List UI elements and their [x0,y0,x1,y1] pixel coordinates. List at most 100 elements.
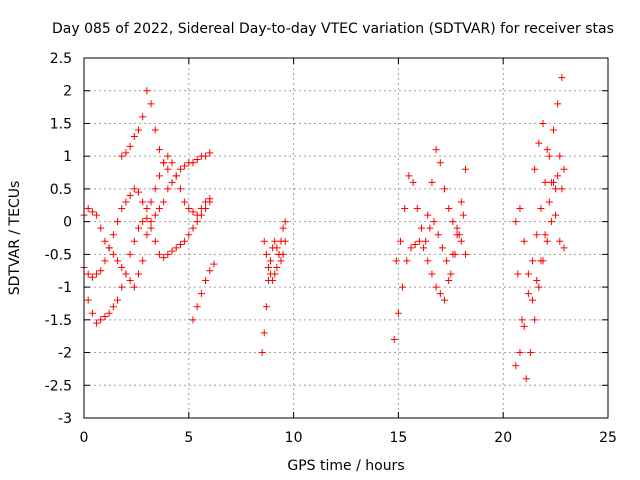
data-point [535,139,543,147]
data-point [260,329,268,337]
data-point [197,290,205,298]
data-point [139,113,147,121]
data-point [441,185,449,193]
data-point [155,250,163,258]
data-point [93,211,101,219]
data-point [541,178,549,186]
data-point [109,303,117,311]
data-point [279,224,287,232]
data-point [428,270,436,278]
data-point [262,303,270,311]
data-point [189,224,197,232]
data-point [114,296,122,304]
series-arc-c [84,198,214,327]
data-point [176,185,184,193]
data-point [118,205,126,213]
data-point [273,244,281,252]
data-point [151,237,159,245]
y-tick-label: 0.5 [50,182,72,198]
data-point [403,257,411,265]
data-point [535,283,543,291]
data-point [443,257,451,265]
data-point [445,205,453,213]
data-point [189,208,197,216]
data-point [164,250,172,258]
data-point [453,224,461,232]
data-point [422,237,430,245]
data-point [405,172,413,180]
x-tick-label: 20 [494,430,512,446]
data-point [122,198,130,206]
data-point [109,250,117,258]
data-point [181,162,189,170]
data-point [520,322,528,330]
data-point [392,257,400,265]
data-point [139,198,147,206]
data-point [390,335,398,343]
data-point [461,250,469,258]
data-point [97,316,105,324]
data-point [126,250,134,258]
data-point [126,277,134,285]
data-point [193,303,201,311]
data-point [432,283,440,291]
data-point [512,218,520,226]
y-tick-label: -0.5 [45,247,72,263]
data-point [264,263,272,271]
data-point [160,254,168,262]
data-point [202,205,210,213]
data-point [168,247,176,255]
data-point [409,178,417,186]
data-point [189,316,197,324]
data-point [155,205,163,213]
data-point [260,237,268,245]
y-axis-title: SDTVAR / TECUs [7,181,23,296]
data-point [147,100,155,108]
data-point [197,211,205,219]
data-point [394,309,402,317]
data-point [271,237,279,245]
data-point [130,133,138,141]
data-point [537,205,545,213]
data-point [88,273,96,281]
data-point [518,316,526,324]
data-point [407,244,415,252]
data-point [558,74,566,82]
data-point [547,178,555,186]
data-point [101,313,109,321]
data-point [269,277,277,285]
data-point [189,159,197,167]
data-point [560,244,568,252]
data-point [185,231,193,239]
data-point [258,349,266,357]
data-point [271,270,279,278]
data-point [164,165,172,173]
data-point [281,218,289,226]
x-tick-label: 5 [184,430,193,446]
data-point [531,316,539,324]
data-point [447,270,455,278]
data-point [105,309,113,317]
data-point [277,237,285,245]
data-point [164,185,172,193]
data-point [424,211,432,219]
data-point [168,178,176,186]
data-point [126,142,134,150]
y-tick-label: 2 [63,84,72,100]
data-point [97,224,105,232]
series-arc-n [531,119,568,252]
data-point [277,257,285,265]
data-point [451,250,459,258]
series-arc-d [118,87,172,173]
data-point [539,119,547,127]
data-point [151,211,159,219]
data-point [543,146,551,154]
data-point [449,218,457,226]
data-point [432,146,440,154]
data-point [543,237,551,245]
data-point [533,231,541,239]
data-point [461,165,469,173]
series-arc-m [514,152,568,383]
data-point [550,126,558,134]
